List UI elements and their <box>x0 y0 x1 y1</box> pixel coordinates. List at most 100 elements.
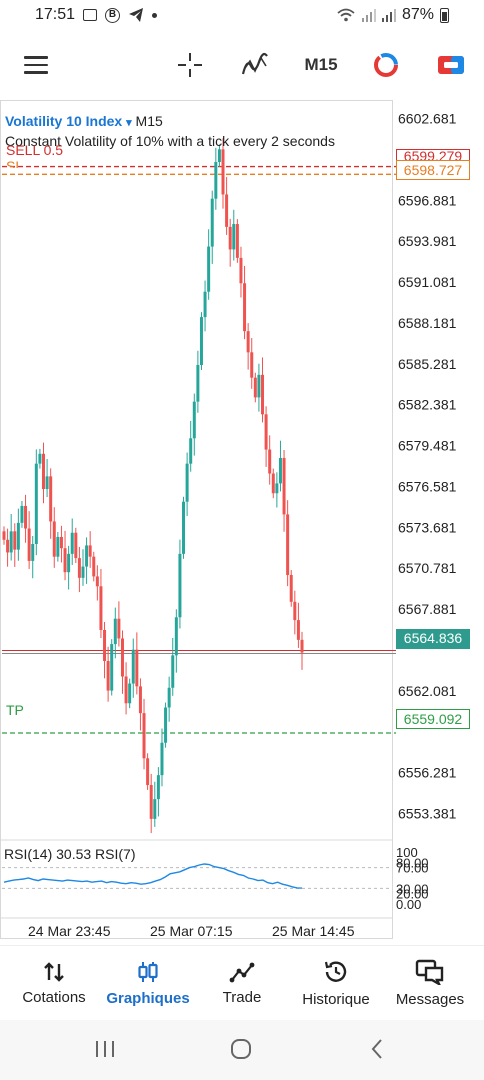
candle-body <box>2 531 6 540</box>
candle-body <box>120 638 124 677</box>
candle-body <box>171 655 175 688</box>
candle-body <box>124 676 128 704</box>
candle-body <box>103 629 107 661</box>
candle-body <box>178 553 182 618</box>
candle-body <box>257 374 261 398</box>
price-axis-label: 6591.081 <box>398 274 457 290</box>
candle-body <box>278 458 282 484</box>
candle-body <box>128 683 132 704</box>
candle-body <box>196 364 200 402</box>
candle-body <box>20 505 24 523</box>
home-icon[interactable] <box>226 1034 256 1064</box>
nav-label-messages: Messages <box>395 991 465 1008</box>
indicator-icon[interactable] <box>240 40 270 90</box>
nav-label-cotations: Cotations <box>22 989 86 1006</box>
chart-timeframe: M15 <box>135 113 163 129</box>
candle-body <box>225 194 229 227</box>
status-bar: 17:51 B 87% <box>0 0 484 32</box>
candle-body <box>275 483 279 494</box>
price-axis-label: 6585.281 <box>398 356 457 372</box>
candle-body <box>31 544 35 561</box>
candle-body <box>228 226 232 250</box>
candle-body <box>243 283 247 332</box>
crosshair-icon[interactable] <box>176 40 204 90</box>
signal-1-icon <box>361 9 376 22</box>
candle-body <box>52 521 56 557</box>
chart-frame <box>0 100 393 939</box>
recent-apps-icon[interactable] <box>90 1034 120 1064</box>
candle-body <box>70 532 74 554</box>
objects-icon[interactable] <box>371 40 401 90</box>
back-icon[interactable] <box>362 1034 392 1064</box>
nav-trade[interactable]: Trade <box>200 946 284 1021</box>
rsi-line <box>3 863 303 889</box>
candle-body <box>81 566 85 578</box>
nav-label-historique: Historique <box>302 991 370 1008</box>
nav-historique[interactable]: Historique <box>290 946 382 1021</box>
candle-body <box>59 536 63 549</box>
menu-icon[interactable] <box>22 40 50 90</box>
price-axis-label: 6556.281 <box>398 765 457 781</box>
b-notification-icon: B <box>105 7 121 23</box>
sell-order-label[interactable]: SELL 0.5 <box>6 142 64 158</box>
status-time: 17:51 <box>35 6 76 23</box>
candle-body <box>167 687 171 708</box>
telegram-icon <box>129 8 144 22</box>
candle-body <box>38 453 42 464</box>
candle-body <box>106 660 110 691</box>
time-axis-label: 25 Mar 07:15 <box>150 923 233 939</box>
trade-icon <box>229 962 255 983</box>
candle-body <box>221 149 225 195</box>
price-axis-label: 6588.181 <box>398 315 457 331</box>
candle-body <box>110 644 114 691</box>
candle-body <box>56 536 60 557</box>
wifi-icon <box>337 8 355 22</box>
sl-price-box[interactable]: 6598.727 <box>396 160 470 180</box>
nav-graphiques[interactable]: Graphiques <box>100 946 196 1021</box>
price-axis-label: 6553.381 <box>398 805 457 821</box>
symbol-label[interactable]: Volatility 10 Index <box>5 113 123 129</box>
candle-body <box>246 331 250 353</box>
candle-body <box>34 463 38 544</box>
price-axis-label: 6562.081 <box>398 683 457 699</box>
candle-body <box>264 414 268 450</box>
candle-body <box>95 576 99 587</box>
symbol-dropdown-icon[interactable]: ▾ <box>126 117 132 129</box>
candle-body <box>153 799 157 819</box>
rsi-axis-label: 70.00 <box>396 861 429 876</box>
quotes-icon <box>44 962 64 982</box>
candle-body <box>217 149 221 163</box>
candle-body <box>296 620 300 640</box>
candle-body <box>45 476 49 490</box>
tp-label[interactable]: TP <box>6 702 24 718</box>
messages-icon <box>415 959 444 985</box>
chart-header: Volatility 10 Index ▾ M15 Constant Volat… <box>5 112 335 150</box>
candle-body <box>210 198 214 247</box>
price-axis-label: 6596.881 <box>398 192 457 208</box>
candle-body <box>282 458 286 515</box>
candle-body <box>85 545 89 567</box>
price-axis-label: 6602.681 <box>398 111 457 127</box>
candle-body <box>27 528 31 561</box>
nav-messages[interactable]: Messages <box>386 946 474 1021</box>
candle-body <box>131 649 135 684</box>
chart-area[interactable]: 6602.681 6596.881 6593.981 6591.081 6588.181… <box>0 100 484 940</box>
candle-body <box>239 257 243 284</box>
candle-body <box>286 514 290 576</box>
candle-body <box>214 162 218 199</box>
candle-body <box>174 617 178 656</box>
price-axis-label: 6593.981 <box>398 233 457 249</box>
tp-price-box[interactable]: 6559.092 <box>396 709 470 729</box>
timeframe-button[interactable]: M15 <box>304 55 338 74</box>
candle-body <box>164 707 168 743</box>
candle-body <box>92 556 96 577</box>
sl-label[interactable]: SL <box>6 158 24 168</box>
price-chart[interactable]: 6602.681 6596.881 6593.981 6591.081 6588.181… <box>0 100 484 940</box>
one-click-trade-icon[interactable] <box>436 40 466 90</box>
candle-body <box>49 476 53 522</box>
candle-body <box>41 453 45 490</box>
price-axis-label: 6576.581 <box>398 478 457 494</box>
rsi-axis-label: 100 <box>396 845 418 860</box>
candle-body <box>192 401 196 439</box>
nav-cotations[interactable]: Cotations <box>10 946 98 1021</box>
